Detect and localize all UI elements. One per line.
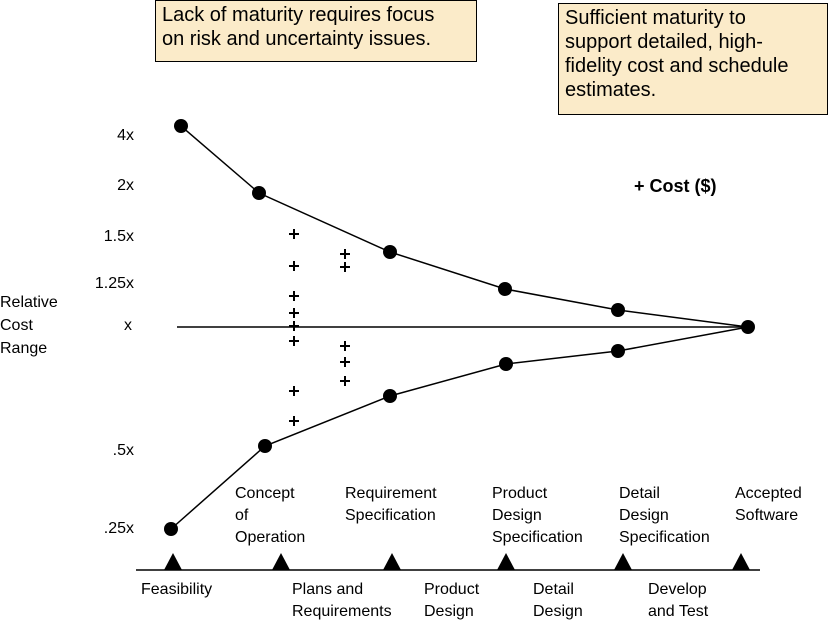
milestone-concept-of-operation: Concept of Operation [235, 485, 306, 546]
lower-point [164, 522, 178, 536]
tick-4x: 4x [117, 127, 134, 144]
milestone-triangles [164, 553, 750, 570]
phase-product-design: Product Design [424, 581, 480, 620]
note-maturity: Sufficient maturity to support detailed,… [558, 3, 828, 115]
tick-2x: 2x [117, 177, 134, 194]
lower-bound-curve [170, 326, 749, 530]
milestone-product-design-specification: Product Design Specification [492, 485, 583, 546]
tick-0-5x: .5x [112, 442, 134, 459]
milestone-detail-design-specification: Detail Design Specification [619, 485, 710, 546]
lower-point [383, 389, 397, 403]
tick-0-25x: .25x [103, 520, 134, 537]
lower-point [499, 357, 513, 371]
note-immaturity-text: Lack of maturity requires focus on risk … [162, 4, 435, 50]
lower-point [611, 344, 625, 358]
upper-point [498, 282, 512, 296]
upper-bound-curve [180, 125, 749, 328]
upper-point [611, 303, 625, 317]
lower-point [258, 439, 272, 453]
y-axis-label: Relative Cost Range [0, 294, 58, 357]
upper-point [252, 186, 266, 200]
upper-point [174, 119, 188, 133]
phase-detail-design: Detail Design [533, 581, 583, 620]
upper-point [383, 245, 397, 259]
cost-plus-markers-col1 [289, 229, 299, 426]
legend-cost: + Cost ($) [634, 176, 717, 196]
note-maturity-text: Sufficient maturity to support detailed,… [565, 7, 789, 101]
phase-develop-and-test: Develop and Test [648, 581, 709, 620]
cost-plus-markers-col2 [340, 249, 350, 386]
phase-plans-and-requirements: Plans and Requirements [292, 581, 392, 620]
convergence-point [741, 320, 755, 334]
phase-feasibility: Feasibility [141, 581, 213, 598]
tick-1-25x: 1.25x [94, 275, 134, 292]
milestone-accepted-software: Accepted Software [735, 485, 802, 524]
tick-x: x [124, 317, 132, 334]
tick-1-5x: 1.5x [103, 228, 134, 245]
milestone-requirement-specification: Requirement Specification [345, 485, 437, 524]
note-immaturity: Lack of maturity requires focus on risk … [155, 0, 477, 62]
